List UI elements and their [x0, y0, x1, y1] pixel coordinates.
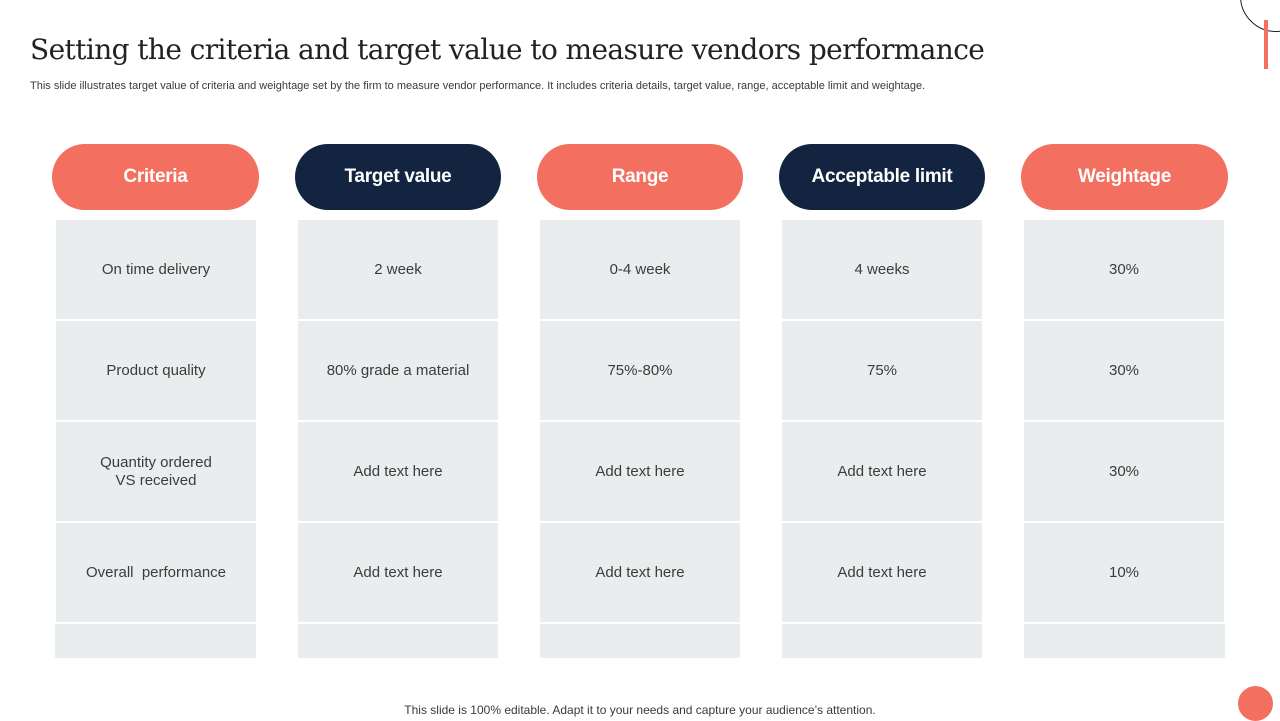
cell-acceptable-limit: 75% [782, 321, 982, 420]
header-criteria: Criteria [52, 144, 259, 210]
cell-criteria: Product quality [56, 321, 256, 420]
slide-title: Setting the criteria and target value to… [30, 33, 985, 66]
cell-weightage: 30% [1024, 220, 1224, 319]
cell-weightage: 30% [1024, 422, 1224, 521]
cell-weightage: 30% [1024, 321, 1224, 420]
cell-acceptable-limit: 4 weeks [782, 220, 982, 319]
slide-footer: This slide is 100% editable. Adapt it to… [404, 703, 876, 717]
cell-weightage: 10% [1024, 523, 1224, 622]
decorative-accent-dot [1238, 686, 1273, 721]
cell-target-value: 2 week [298, 220, 498, 319]
cell-range: Add text here [540, 422, 740, 521]
cell-weightage [1024, 624, 1225, 658]
cell-criteria: On time delivery [56, 220, 256, 319]
cell-criteria: Quantity ordered VS received [56, 422, 256, 521]
cell-target-value [298, 624, 498, 658]
header-weightage: Weightage [1021, 144, 1228, 210]
header-target-value: Target value [295, 144, 501, 210]
cell-range: 0-4 week [540, 220, 740, 319]
cell-target-value: Add text here [298, 523, 498, 622]
cell-acceptable-limit: Add text here [782, 523, 982, 622]
cell-range: Add text here [540, 523, 740, 622]
cell-range: 75%-80% [540, 321, 740, 420]
cell-target-value: Add text here [298, 422, 498, 521]
cell-range [540, 624, 740, 658]
header-range: Range [537, 144, 743, 210]
cell-target-value: 80% grade a material [298, 321, 498, 420]
cell-criteria [55, 624, 256, 658]
decorative-circle-outline [1240, 0, 1280, 32]
decorative-accent-bar [1264, 20, 1268, 69]
cell-acceptable-limit: Add text here [782, 422, 982, 521]
cell-criteria: Overall performance [56, 523, 256, 622]
slide-subtitle: This slide illustrates target value of c… [30, 80, 926, 92]
cell-acceptable-limit [782, 624, 982, 658]
header-acceptable-limit: Acceptable limit [779, 144, 985, 210]
